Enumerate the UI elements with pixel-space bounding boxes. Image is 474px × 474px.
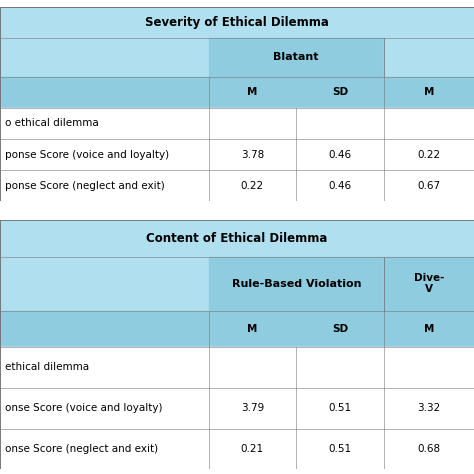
Text: 0.51: 0.51 — [328, 444, 352, 454]
Bar — [0, 38, 209, 76]
Bar — [0, 7, 474, 38]
Text: onse Score (neglect and exit): onse Score (neglect and exit) — [5, 444, 158, 454]
Text: 3.79: 3.79 — [241, 403, 264, 413]
Text: 0.46: 0.46 — [328, 181, 352, 191]
Bar — [209, 257, 384, 310]
Text: SD: SD — [332, 324, 348, 334]
Text: 0.21: 0.21 — [241, 444, 264, 454]
Bar — [0, 139, 474, 170]
Text: Dive-
V: Dive- V — [414, 273, 444, 294]
Text: Rule-Based Violation: Rule-Based Violation — [231, 279, 361, 289]
Bar — [0, 347, 474, 388]
Text: 0.67: 0.67 — [418, 181, 440, 191]
Text: Blatant: Blatant — [273, 53, 319, 63]
Bar — [0, 388, 474, 428]
Text: 0.51: 0.51 — [328, 403, 352, 413]
Bar — [0, 310, 474, 347]
Text: 0.22: 0.22 — [241, 181, 264, 191]
Bar — [384, 257, 474, 310]
Text: M: M — [247, 324, 257, 334]
Text: M: M — [424, 324, 434, 334]
Text: 0.22: 0.22 — [418, 150, 440, 160]
Text: M: M — [424, 87, 434, 97]
Text: 0.46: 0.46 — [328, 150, 352, 160]
Bar — [0, 108, 474, 139]
Bar — [0, 220, 474, 257]
Text: SD: SD — [332, 87, 348, 97]
Text: 3.78: 3.78 — [241, 150, 264, 160]
Text: onse Score (voice and loyalty): onse Score (voice and loyalty) — [5, 403, 162, 413]
Bar — [0, 76, 474, 108]
Text: 0.68: 0.68 — [418, 444, 440, 454]
Text: Content of Ethical Dilemma: Content of Ethical Dilemma — [146, 232, 328, 245]
Bar — [0, 428, 474, 469]
Text: o ethical dilemma: o ethical dilemma — [5, 118, 99, 128]
Bar — [384, 38, 474, 76]
Text: Severity of Ethical Dilemma: Severity of Ethical Dilemma — [145, 16, 329, 29]
Bar — [384, 257, 474, 310]
Text: M: M — [247, 87, 257, 97]
Text: 3.32: 3.32 — [417, 403, 441, 413]
Text: ponse Score (voice and loyalty): ponse Score (voice and loyalty) — [5, 150, 169, 160]
Text: ethical dilemma: ethical dilemma — [5, 362, 89, 373]
Text: ponse Score (neglect and exit): ponse Score (neglect and exit) — [5, 181, 164, 191]
Bar — [0, 257, 209, 310]
Bar — [0, 170, 474, 201]
Bar — [209, 38, 384, 76]
